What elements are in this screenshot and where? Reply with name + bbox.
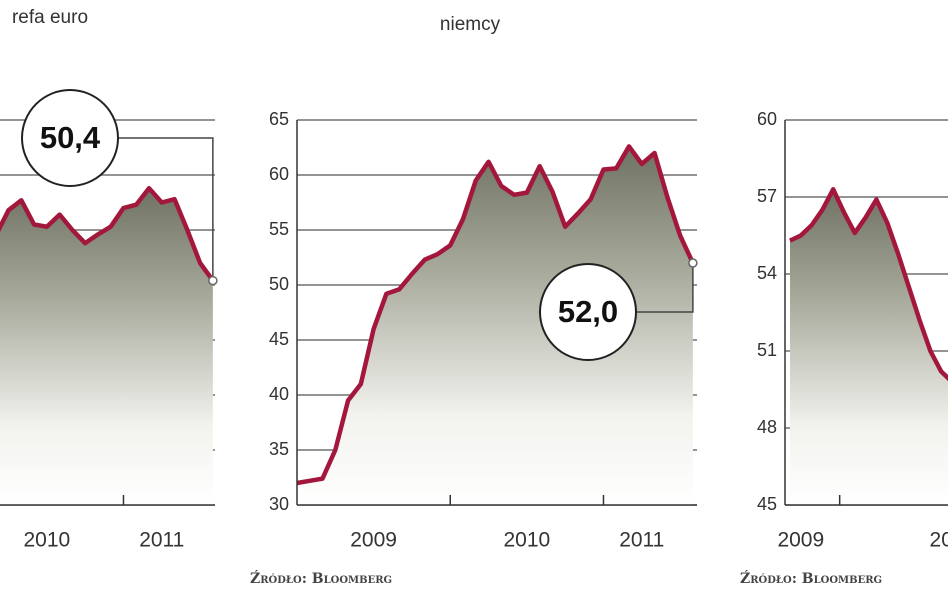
value-label: 50,4 <box>40 120 101 155</box>
y-tick-label: 40 <box>269 384 289 404</box>
line <box>0 185 215 282</box>
data-point <box>208 275 218 286</box>
x-tick-label: 2009 <box>350 529 397 552</box>
y-tick-label: 60 <box>269 164 289 184</box>
y-tick-label: 35 <box>269 439 289 459</box>
connector <box>118 137 214 281</box>
panel: niemcy 30 35 40 45 50 55 60 65 2009 2010 2011 52,0 Źr… <box>250 14 698 587</box>
chart-title: refa euro <box>12 7 88 28</box>
x-tick-label: 20 <box>930 529 948 552</box>
x-tick-label: 2011 <box>139 529 184 552</box>
data-point <box>688 258 698 268</box>
line <box>296 144 695 486</box>
line <box>789 187 948 382</box>
bubble <box>539 263 637 361</box>
y-tick-label: 55 <box>269 219 289 239</box>
x-tick-label: 2010 <box>504 529 551 552</box>
y-tick-label: 65 <box>269 109 289 129</box>
y-tick-label: 45 <box>269 329 289 349</box>
area-fill <box>790 189 948 505</box>
y-tick-label: 57 <box>757 186 777 206</box>
x-tick-label: 2010 <box>24 529 71 552</box>
source: Źródło: Bloomberg <box>250 569 392 587</box>
panel: refa euro30354045505560652010201150,4 <box>0 7 218 552</box>
bubble <box>21 89 119 187</box>
y-tick-label: 30 <box>269 494 289 514</box>
x-tick-label: 2011 <box>619 529 664 552</box>
y-tick-label: 50 <box>269 274 289 294</box>
value-label: 52,0 <box>558 294 618 329</box>
source: Źródło: Bloomberg <box>740 569 882 587</box>
x-tick-label: 2009 <box>777 529 824 552</box>
y-tick-label: 60 <box>757 109 777 129</box>
y-tick-label: 45 <box>757 494 777 514</box>
area-fill <box>297 146 693 505</box>
y-tick-label: 48 <box>757 417 777 437</box>
y-tick-label: 54 <box>757 263 777 283</box>
y-tick-label: 51 <box>757 340 777 360</box>
connector <box>636 263 694 313</box>
chart-title: niemcy <box>440 14 501 35</box>
panel: 45 48 51 54 57 60 2009 20 Źródło: Bloomberg <box>740 109 948 587</box>
area-fill <box>0 188 213 505</box>
